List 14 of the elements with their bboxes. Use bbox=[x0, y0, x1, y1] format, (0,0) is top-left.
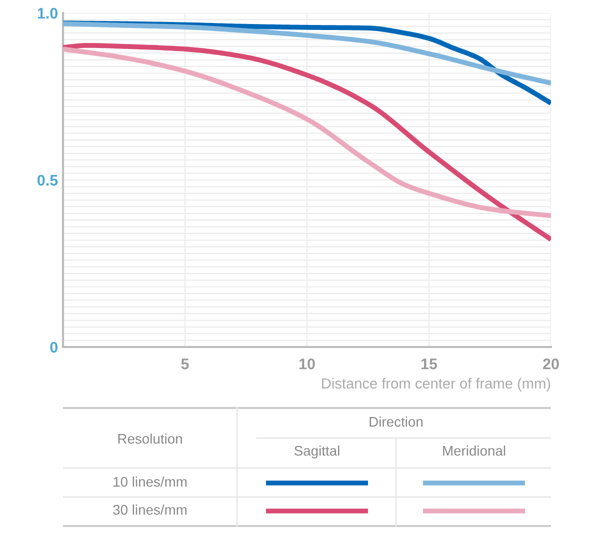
text: 10 lines/mm bbox=[114, 476, 187, 487]
x-tick-label: 15 bbox=[421, 358, 438, 370]
text: Resolution bbox=[118, 434, 182, 444]
text: Sagittal bbox=[294, 446, 340, 458]
text: Direction bbox=[370, 416, 422, 427]
y-tick-label: 0.5 bbox=[38, 174, 58, 186]
y-tick-label: 1.0 bbox=[38, 8, 58, 19]
x-tick-label: 5 bbox=[181, 358, 189, 370]
text: Meridional bbox=[443, 446, 506, 456]
text: 30 lines/mm bbox=[113, 504, 187, 515]
y-tick-label: 0 bbox=[50, 342, 58, 353]
x-tick-label: 10 bbox=[299, 358, 315, 370]
x-tick-label: 20 bbox=[543, 358, 559, 370]
x-axis-title: Distance from center of frame (mm) bbox=[322, 378, 550, 392]
